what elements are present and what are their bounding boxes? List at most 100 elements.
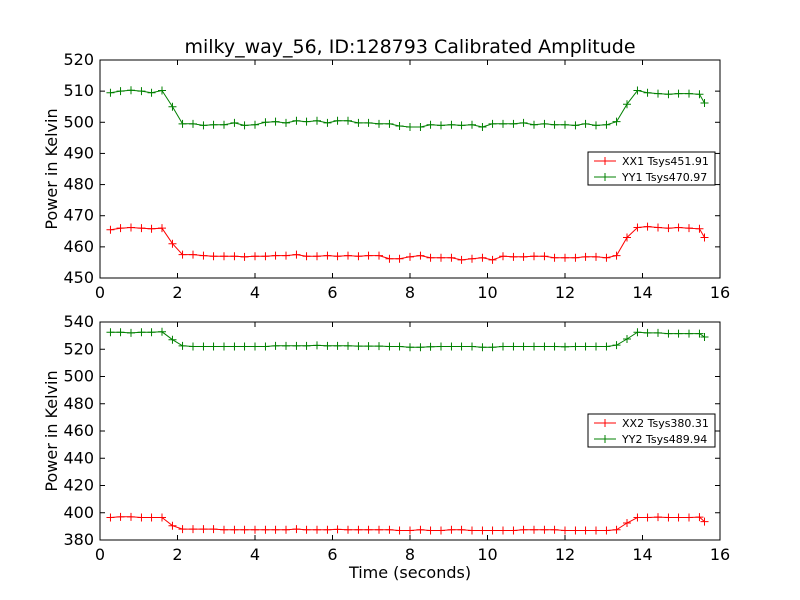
data-point	[364, 525, 373, 534]
data-point	[333, 116, 342, 125]
y-tick-label: 520	[63, 50, 94, 69]
x-tick-label: 10	[477, 545, 497, 564]
data-point	[158, 327, 166, 336]
data-point	[519, 525, 528, 534]
data-point	[178, 341, 187, 350]
data-point	[540, 119, 549, 128]
legend-marker	[601, 419, 609, 427]
data-point	[354, 342, 363, 351]
data-point	[251, 342, 259, 351]
legend-label: XX2 Tsys380.31	[622, 417, 709, 430]
data-point	[664, 224, 673, 233]
data-point	[612, 117, 621, 126]
data-point	[612, 525, 621, 534]
data-point	[416, 122, 425, 131]
y-axis-label: Power in Kelvin	[42, 108, 61, 229]
data-point	[385, 342, 394, 351]
data-point	[561, 120, 569, 129]
data-point	[643, 328, 652, 337]
data-point	[700, 517, 709, 526]
y-tick-label: 510	[63, 81, 94, 100]
data-point	[685, 329, 693, 338]
data-point	[189, 250, 197, 259]
data-point	[344, 341, 352, 350]
legend: XX2 Tsys380.31 YY2 Tsys489.94	[587, 413, 716, 448]
data-point	[602, 526, 611, 535]
data-point	[478, 526, 487, 535]
data-point	[695, 224, 704, 233]
data-point	[426, 342, 435, 351]
y-tick-label: 480	[63, 175, 94, 194]
data-point	[178, 119, 187, 128]
data-point	[137, 87, 146, 96]
x-tick-label: 12	[555, 283, 575, 302]
y-axis-label: Power in Kelvin	[42, 370, 61, 491]
data-point	[406, 526, 414, 535]
plots-group: 0 2 4 6 8 10 12 14 16450460470480490500510520Pow…	[42, 50, 730, 564]
data-point	[375, 525, 383, 534]
chart-title: milky_way_56, ID:128793 Calibrated Ampli…	[184, 36, 635, 58]
data-point	[519, 252, 528, 261]
y-tick-label: 540	[63, 312, 94, 331]
data-point	[685, 224, 693, 233]
data-point	[364, 251, 373, 260]
data-point	[395, 526, 404, 535]
data-point	[426, 253, 435, 262]
data-point	[592, 252, 600, 261]
data-point	[633, 86, 642, 95]
data-point	[416, 343, 425, 352]
data-point	[571, 526, 580, 535]
data-point	[664, 329, 673, 338]
data-point	[158, 86, 166, 95]
data-point	[220, 525, 228, 534]
data-point	[519, 342, 528, 351]
data-point	[261, 342, 270, 351]
data-point	[499, 342, 507, 351]
data-point	[468, 526, 476, 535]
subplot-1: 0 2 4 6 8 10 12 14 16 450 460 470 480 490 500 510 520 Pow…	[42, 50, 730, 302]
data-point	[654, 223, 662, 232]
data-point	[623, 100, 631, 109]
data-point	[261, 252, 270, 261]
data-point	[313, 525, 321, 534]
data-point	[654, 513, 662, 522]
data-point	[581, 526, 590, 535]
data-point	[147, 513, 156, 522]
data-point	[695, 90, 704, 99]
data-point	[468, 342, 476, 351]
data-point	[354, 118, 363, 127]
data-point	[106, 88, 115, 97]
y-tick-label: 440	[63, 448, 94, 467]
data-point	[251, 120, 259, 129]
data-point	[354, 252, 363, 261]
data-point	[602, 342, 611, 351]
series-line	[110, 516, 705, 531]
data-point	[643, 222, 652, 231]
data-point	[664, 90, 673, 99]
data-point	[333, 341, 342, 350]
data-point	[488, 119, 497, 128]
y-tick-label: 490	[63, 143, 94, 162]
data-point	[509, 119, 518, 128]
legend-marker	[601, 157, 609, 165]
data-point	[488, 343, 497, 352]
data-point	[106, 225, 115, 234]
data-point	[251, 525, 259, 534]
data-point	[302, 525, 311, 534]
data-point	[602, 253, 611, 262]
data-point	[282, 525, 290, 534]
y-tick-label: 520	[63, 339, 94, 358]
data-point	[457, 255, 466, 264]
data-point	[457, 121, 466, 130]
data-point	[478, 122, 487, 131]
y-tick-label: 380	[63, 530, 94, 549]
data-point	[643, 88, 652, 97]
data-point	[116, 224, 125, 233]
data-point	[592, 526, 600, 535]
data-point	[292, 525, 301, 534]
data-point	[499, 119, 507, 128]
subplot-2: 0 2 4 6 8 10 12 14 16 380 400 420 440 460 480 500 520 540…	[42, 312, 730, 564]
data-point	[116, 328, 125, 337]
data-point	[540, 525, 549, 534]
data-point	[592, 342, 600, 351]
